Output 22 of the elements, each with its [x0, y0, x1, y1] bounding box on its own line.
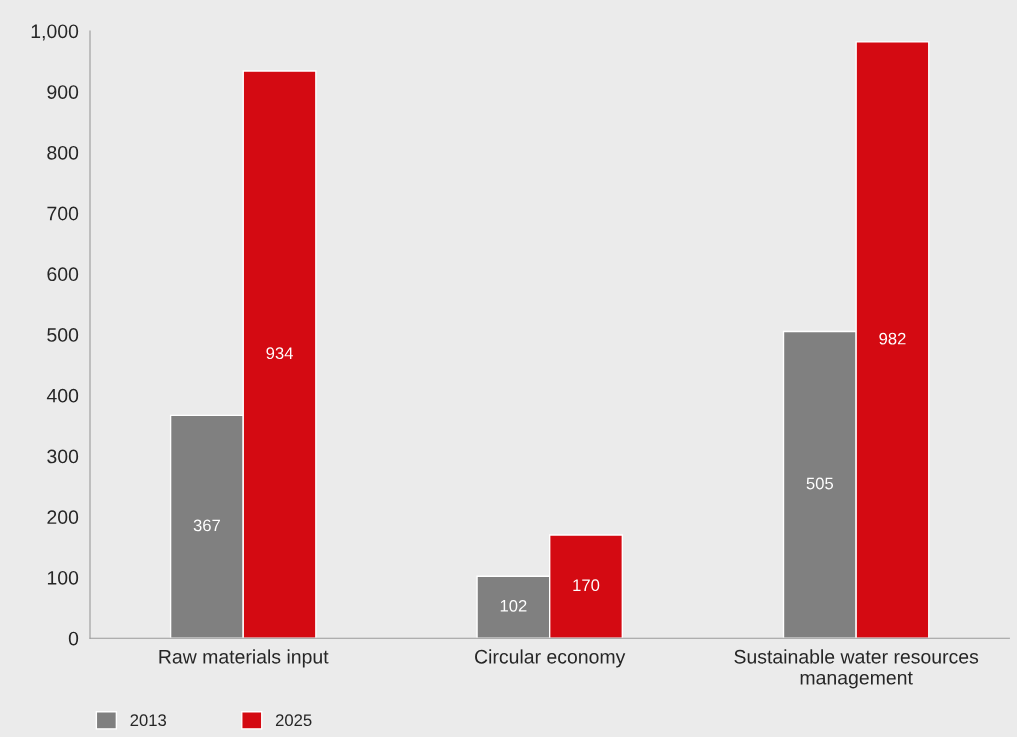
x-tick-label: Circular economy — [475, 649, 626, 668]
y-tick-label: 100 — [47, 570, 79, 585]
y-tick-label: 400 — [46, 388, 79, 403]
x-tick-label: Sustainable water resources management — [734, 649, 979, 689]
x-tick-label: Raw materials input — [159, 649, 329, 668]
y-tick-label: 900 — [47, 85, 79, 99]
data-label: 170 — [573, 579, 600, 592]
y-tick-label: 500 — [47, 328, 79, 342]
y-tick-label: 800 — [47, 145, 79, 160]
y-tick-label: 0 — [68, 631, 79, 646]
y-tick-label: 700 — [47, 206, 79, 221]
y-tick-label: 600 — [47, 267, 79, 282]
data-label: 982 — [879, 332, 906, 345]
data-label: 934 — [266, 347, 293, 360]
y-tick-label: 300 — [47, 449, 79, 464]
legend-label: 2025 — [275, 714, 312, 727]
data-label: 367 — [193, 519, 220, 532]
y-tick-label: 200 — [47, 510, 79, 525]
y-tick-label: 1,000 — [31, 24, 79, 41]
data-label: 505 — [806, 477, 834, 490]
legend-label: 2013 — [130, 714, 167, 727]
data-label: 102 — [500, 599, 527, 612]
